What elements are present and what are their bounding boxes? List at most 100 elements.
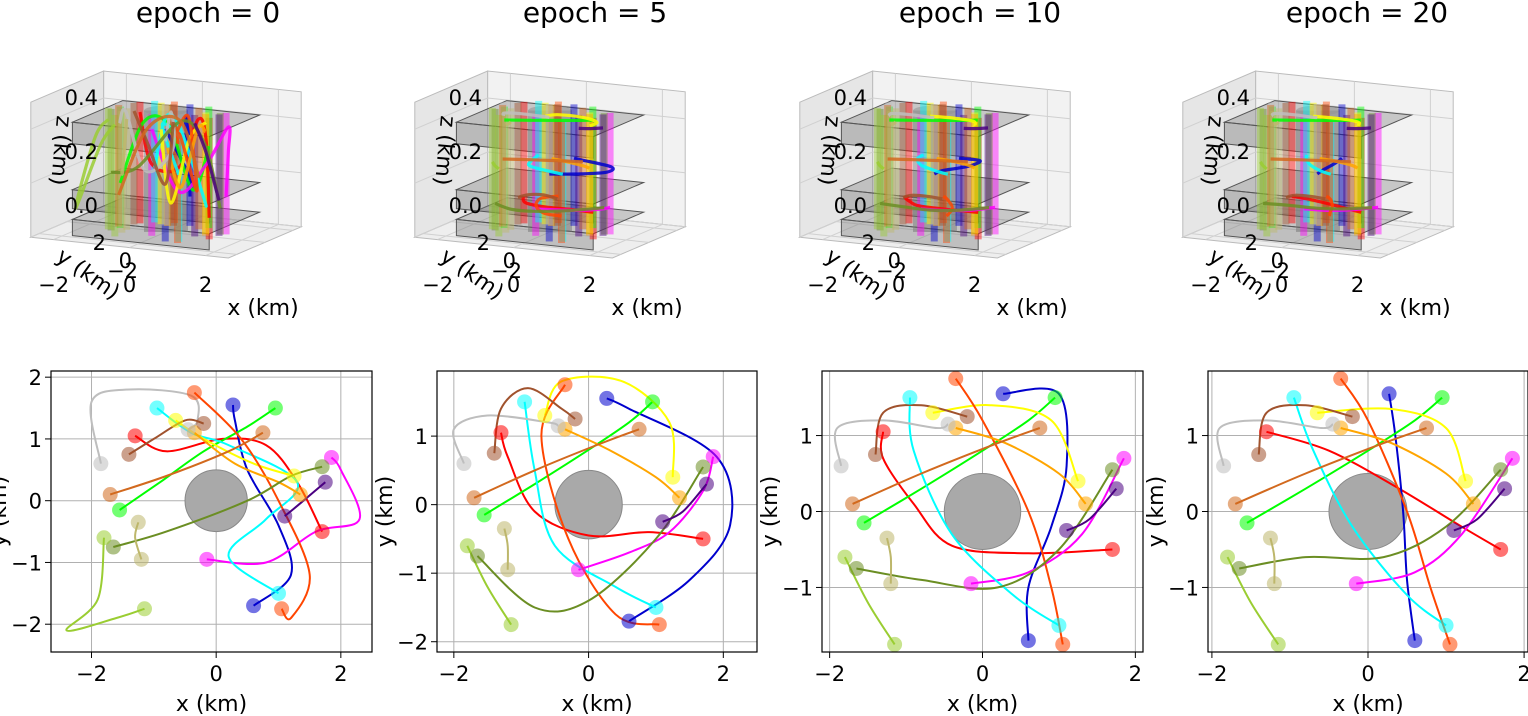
obstacle-cylinder-top bbox=[528, 105, 572, 116]
grid-line bbox=[414, 151, 488, 184]
z-tick-label: 0.0 bbox=[834, 194, 867, 218]
agent-goal-marker bbox=[314, 459, 330, 475]
obstacle-cylinder-top bbox=[144, 105, 188, 116]
agent-goal-marker bbox=[665, 469, 681, 485]
agent-goal-marker bbox=[267, 400, 283, 416]
agent-goal-marker bbox=[567, 411, 583, 427]
agent-pillar bbox=[195, 107, 203, 230]
agent-pillar bbox=[491, 108, 499, 231]
agent-pillar bbox=[548, 104, 556, 226]
z-tick-label: 0.2 bbox=[449, 140, 482, 164]
agent-goal-marker bbox=[1266, 576, 1282, 592]
grid-line bbox=[30, 151, 104, 184]
agent-goal-marker bbox=[225, 397, 241, 413]
agent-pillar bbox=[1347, 107, 1355, 230]
agent-goal-marker bbox=[550, 418, 566, 434]
agent-pillar bbox=[104, 107, 112, 230]
agent-start-marker bbox=[845, 496, 861, 512]
agent-pillar bbox=[545, 103, 553, 226]
trajectory-3d bbox=[172, 113, 199, 193]
y-tick-label: 0 bbox=[1186, 501, 1199, 525]
trajectory-line bbox=[543, 375, 676, 478]
agent-goal-marker bbox=[500, 562, 516, 578]
agent-goal-marker bbox=[127, 428, 143, 444]
trajectory-line bbox=[500, 432, 704, 540]
agent-pillar bbox=[1259, 108, 1267, 231]
agent-pillar bbox=[606, 112, 614, 235]
trajectory-line bbox=[476, 466, 704, 613]
x-tick-label: 0 bbox=[976, 662, 989, 686]
x-tick-label: 0 bbox=[1275, 273, 1288, 297]
agent-goal-marker bbox=[902, 390, 918, 406]
agent-goal-marker bbox=[1325, 416, 1341, 432]
y-tick-label: 1 bbox=[1186, 425, 1199, 449]
agent-start-marker bbox=[698, 476, 714, 492]
agent-start-marker bbox=[837, 549, 853, 565]
trajectory-line bbox=[1234, 427, 1427, 505]
trajectory-line bbox=[134, 434, 323, 533]
y-axis-label: y (km) bbox=[0, 476, 12, 547]
agent-start-marker bbox=[1220, 549, 1236, 565]
y-tick-label: 1 bbox=[800, 425, 813, 449]
grid-line bbox=[864, 209, 1062, 231]
agent-pillar bbox=[944, 120, 952, 242]
agent-goal-marker bbox=[286, 468, 302, 484]
trajectory-3d bbox=[578, 126, 604, 131]
agent-goal-marker bbox=[493, 425, 509, 441]
agent-pillar bbox=[905, 101, 913, 224]
z-axis-label: z (km) bbox=[429, 115, 460, 187]
x-tick-label: 2 bbox=[199, 273, 212, 297]
z-tick-label: 0.4 bbox=[834, 86, 867, 110]
agent-pillar bbox=[495, 114, 503, 237]
axes-frame bbox=[436, 370, 758, 653]
agent-pillar bbox=[589, 117, 597, 240]
agent-pillar bbox=[884, 104, 892, 227]
agent-start-marker bbox=[1438, 617, 1454, 633]
y-tick-label: 0 bbox=[800, 501, 813, 525]
agent-pillar bbox=[545, 119, 553, 242]
agent-start-marker bbox=[130, 514, 146, 530]
x-tick-label: 2 bbox=[334, 662, 347, 686]
trajectory-3d bbox=[193, 122, 221, 202]
x-tick-label: 2 bbox=[1517, 662, 1528, 686]
x-axis-label: x (km) bbox=[1379, 296, 1450, 321]
agent-start-marker bbox=[317, 474, 333, 490]
agent-pillar bbox=[1270, 111, 1278, 233]
agent-start-marker bbox=[1216, 458, 1232, 474]
y-tick-label: 2 bbox=[1245, 231, 1258, 255]
trajectory-line bbox=[493, 387, 576, 454]
agent-pillar bbox=[1288, 101, 1296, 224]
agent-start-marker bbox=[621, 613, 637, 629]
z-tick-label: 0.2 bbox=[65, 140, 98, 164]
agent-goal-marker bbox=[875, 424, 891, 440]
agent-pillar bbox=[1338, 104, 1346, 226]
agent-start-marker bbox=[1497, 481, 1513, 497]
agent-goal-marker bbox=[1465, 496, 1481, 512]
agent-pillar bbox=[974, 117, 982, 240]
x-tick-label: −2 bbox=[1196, 662, 1227, 686]
agent-pillar bbox=[216, 113, 224, 235]
layer-slab-side bbox=[71, 218, 210, 251]
agent-pillar bbox=[553, 104, 561, 226]
agent-goal-marker bbox=[1434, 390, 1450, 406]
agent-goal-marker bbox=[1286, 390, 1302, 406]
grid-line bbox=[1219, 221, 1417, 243]
grid-line bbox=[451, 221, 649, 243]
x-tick-label: −2 bbox=[422, 273, 453, 297]
y-tick-label: −1 bbox=[397, 562, 428, 586]
trajectory-3d bbox=[549, 156, 615, 176]
x-axis-label: x (km) bbox=[227, 296, 298, 321]
y-tick-label: 1 bbox=[29, 428, 42, 452]
agent-pillar bbox=[887, 111, 895, 233]
trajectory-line bbox=[193, 391, 311, 621]
trajectory-line bbox=[1246, 396, 1443, 524]
y-tick-label: −1 bbox=[1168, 576, 1199, 600]
agent-goal-marker bbox=[274, 601, 290, 617]
agent-pillar bbox=[1316, 104, 1324, 226]
panel-title: epoch = 0 bbox=[136, 0, 280, 29]
agent-pillar bbox=[964, 107, 972, 230]
agent-start-marker bbox=[1231, 560, 1247, 576]
agent-start-marker bbox=[833, 458, 849, 474]
agent-pillar bbox=[1268, 102, 1276, 224]
